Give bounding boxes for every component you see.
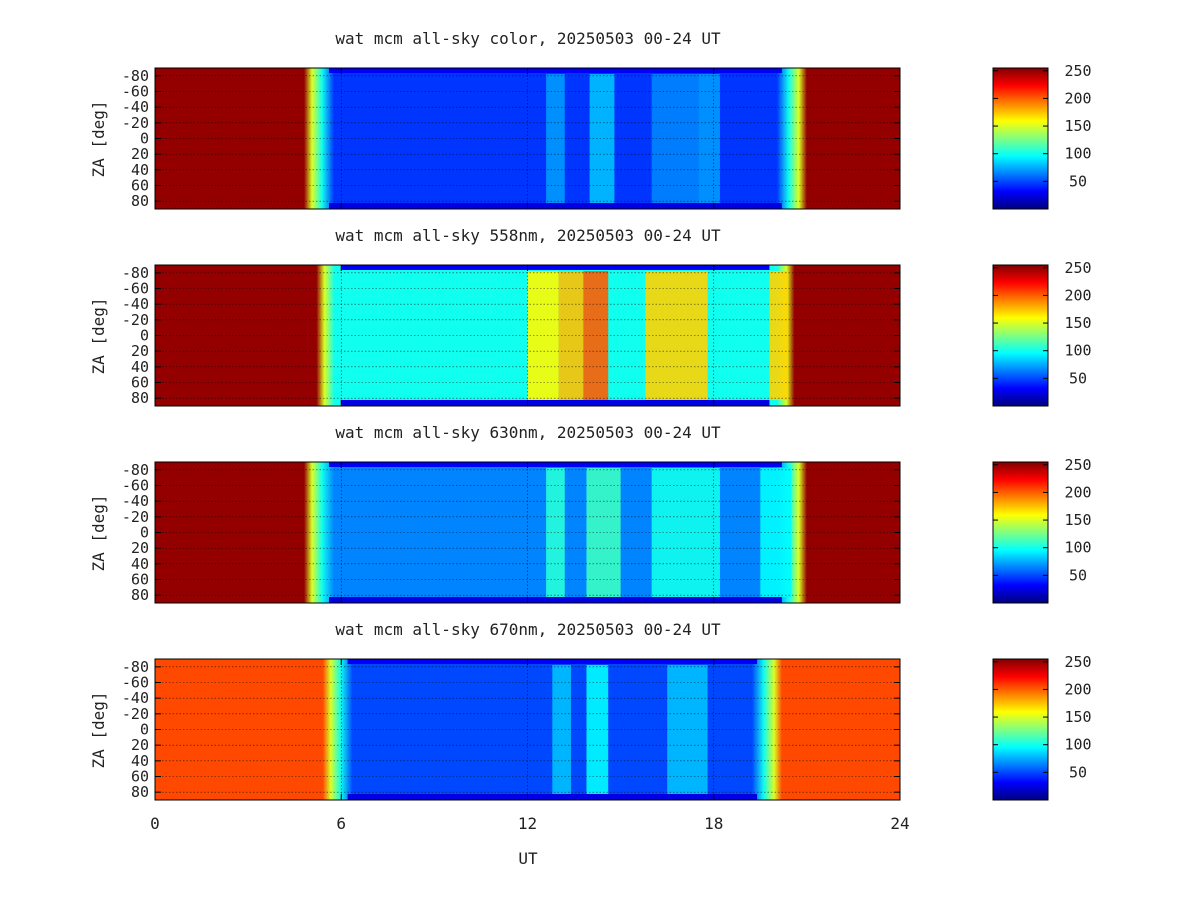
y-tick-label: -40 <box>122 492 149 510</box>
colorbar-tick-label: 50 <box>1069 566 1087 584</box>
colorbar-tick-label: 250 <box>1064 259 1091 277</box>
colorbar-gradient <box>992 658 1049 801</box>
y-tick-label: -60 <box>122 280 149 298</box>
y-tick-label: -20 <box>122 508 149 526</box>
colorbar-tick-label: 200 <box>1064 286 1091 304</box>
horizon-edge-strip <box>329 462 782 467</box>
y-tick-label: 40 <box>131 161 149 179</box>
colorbar-tick-label: 50 <box>1069 369 1087 387</box>
y-axis-label: ZA [deg] <box>89 100 108 177</box>
x-tick-label: 24 <box>890 814 909 833</box>
y-tick-label: 60 <box>131 177 149 195</box>
x-tick-label: 18 <box>704 814 723 833</box>
colorbar-tick-label: 250 <box>1064 456 1091 474</box>
panel-title: wat mcm all-sky 558nm, 20250503 00-24 UT <box>335 226 721 245</box>
670nm-keogram-panel: wat mcm all-sky 670nm, 20250503 00-24 UT… <box>89 620 1092 868</box>
auroral-activity-band <box>651 468 720 597</box>
y-tick-label: 40 <box>131 555 149 573</box>
y-tick-label: -20 <box>122 114 149 132</box>
colorbar-tick-label: 250 <box>1064 653 1091 671</box>
colorbar-tick-label: 200 <box>1064 483 1091 501</box>
colorbar-tick-label: 100 <box>1064 539 1091 557</box>
y-tick-label: -40 <box>122 295 149 313</box>
horizon-edge-strip <box>329 68 782 73</box>
y-tick-label: -80 <box>122 461 149 479</box>
y-tick-label: -60 <box>122 477 149 495</box>
horizon-edge-strip <box>347 794 758 800</box>
y-tick-label: -40 <box>122 98 149 116</box>
colorbar-tick-label: 150 <box>1064 314 1091 332</box>
y-tick-label: 0 <box>140 130 149 148</box>
y-axis-label: ZA [deg] <box>89 297 108 374</box>
colorbar-tick-label: 200 <box>1064 89 1091 107</box>
y-tick-label: 80 <box>131 389 149 407</box>
y-tick-label: 60 <box>131 768 149 786</box>
colorbar-tick-label: 150 <box>1064 708 1091 726</box>
630nm-keogram-panel: wat mcm all-sky 630nm, 20250503 00-24 UT… <box>89 423 1092 604</box>
colorbar-tick-label: 100 <box>1064 145 1091 163</box>
y-axis-label: ZA [deg] <box>89 691 108 768</box>
y-tick-label: 60 <box>131 374 149 392</box>
colorbar-tick-label: 150 <box>1064 511 1091 529</box>
colorbar-tick-label: 50 <box>1069 172 1087 190</box>
color-keogram-panel: wat mcm all-sky color, 20250503 00-24 UT… <box>89 29 1092 210</box>
horizon-edge-strip <box>329 203 782 209</box>
y-tick-label: -60 <box>122 674 149 692</box>
colorbar: 50 100 150 200 250 <box>992 653 1092 801</box>
colorbar: 50 100 150 200 250 <box>992 259 1092 407</box>
colorbar: 50 100 150 200 250 <box>992 456 1092 604</box>
panel-title: wat mcm all-sky 630nm, 20250503 00-24 UT <box>335 423 721 442</box>
y-tick-label: -20 <box>122 311 149 329</box>
x-axis-label: UT <box>518 849 538 868</box>
horizon-edge-strip <box>341 265 770 270</box>
y-tick-label: -80 <box>122 658 149 676</box>
y-tick-label: 40 <box>131 358 149 376</box>
x-tick-label: 12 <box>518 814 537 833</box>
558nm-keogram-panel: wat mcm all-sky 558nm, 20250503 00-24 UT… <box>89 226 1092 407</box>
y-tick-label: -40 <box>122 689 149 707</box>
colorbar-gradient <box>992 461 1049 604</box>
colorbar-gradient <box>992 67 1049 210</box>
horizon-edge-strip <box>341 400 770 406</box>
panel-title: wat mcm all-sky color, 20250503 00-24 UT <box>335 29 721 48</box>
x-tick-label: 6 <box>336 814 346 833</box>
colorbar-gradient <box>992 264 1049 407</box>
panel-title: wat mcm all-sky 670nm, 20250503 00-24 UT <box>335 620 721 639</box>
y-tick-label: 20 <box>131 736 149 754</box>
horizon-edge-strip <box>347 659 758 664</box>
colorbar-tick-label: 250 <box>1064 62 1091 80</box>
colorbar-tick-label: 100 <box>1064 736 1091 754</box>
y-tick-label: 20 <box>131 145 149 163</box>
y-tick-label: -20 <box>122 705 149 723</box>
y-tick-label: 0 <box>140 524 149 542</box>
y-tick-label: 0 <box>140 327 149 345</box>
y-tick-label: 20 <box>131 539 149 557</box>
grid-lines <box>154 68 901 209</box>
y-tick-label: -80 <box>122 264 149 282</box>
y-tick-label: 60 <box>131 571 149 589</box>
colorbar: 50 100 150 200 250 <box>992 62 1092 210</box>
x-tick-label: 0 <box>150 814 160 833</box>
colorbar-tick-label: 100 <box>1064 342 1091 360</box>
horizon-edge-strip <box>329 597 782 603</box>
y-tick-label: 0 <box>140 721 149 739</box>
y-tick-label: 80 <box>131 783 149 801</box>
auroral-activity-band <box>527 271 559 400</box>
y-tick-label: 80 <box>131 192 149 210</box>
colorbar-tick-label: 200 <box>1064 680 1091 698</box>
y-tick-label: 40 <box>131 752 149 770</box>
y-tick-label: -60 <box>122 83 149 101</box>
colorbar-tick-label: 150 <box>1064 117 1091 135</box>
y-tick-label: 80 <box>131 586 149 604</box>
y-tick-label: -80 <box>122 67 149 85</box>
y-axis-label: ZA [deg] <box>89 494 108 571</box>
y-tick-label: 20 <box>131 342 149 360</box>
colorbar-tick-label: 50 <box>1069 763 1087 781</box>
